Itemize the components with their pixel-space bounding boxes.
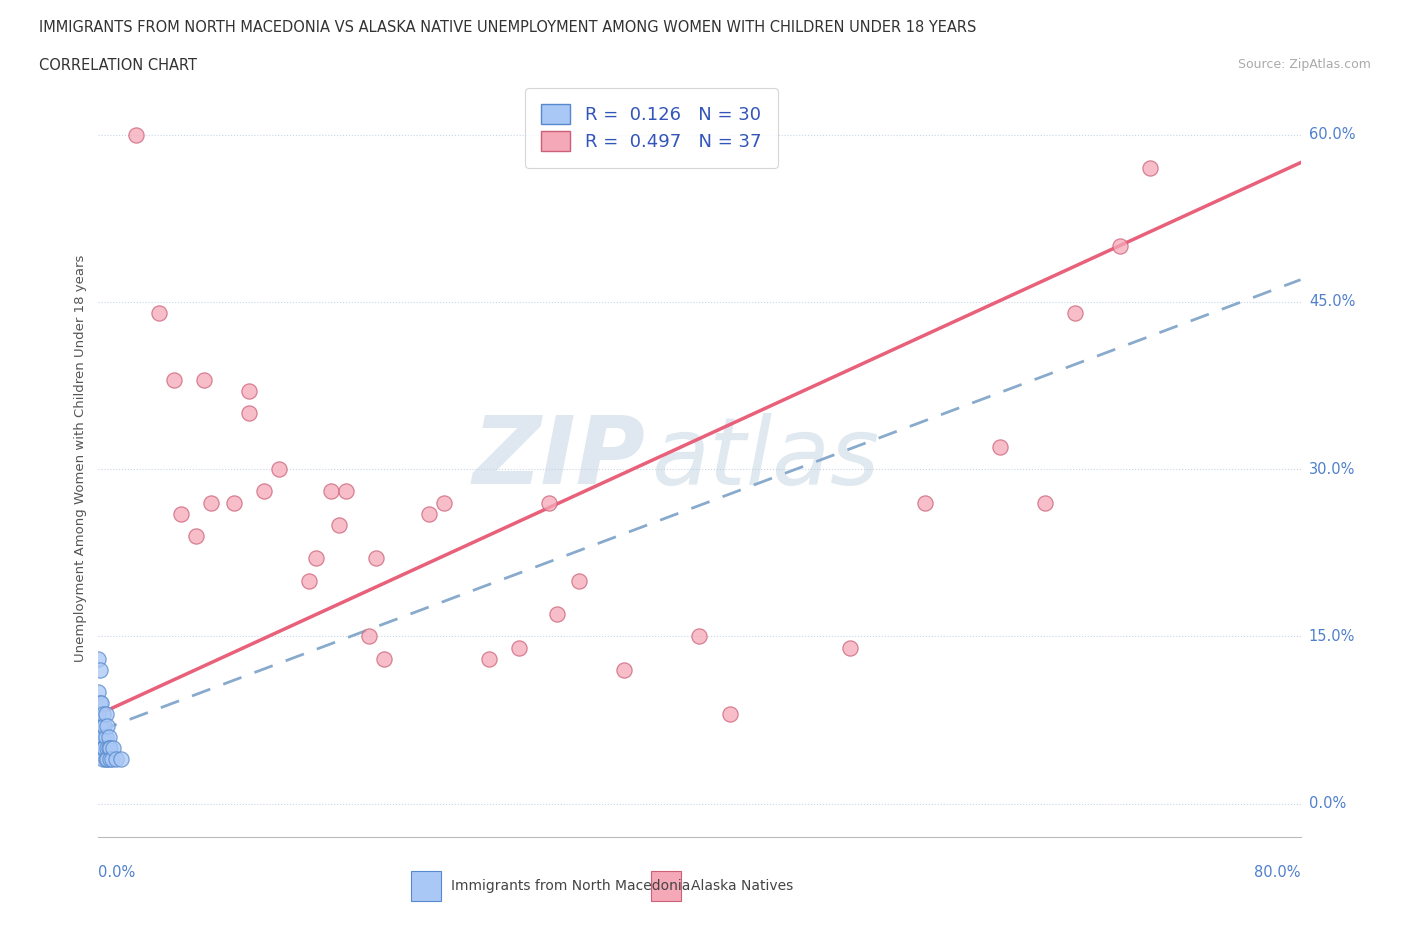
Point xyxy=(222,495,245,510)
Bar xyxy=(411,871,441,901)
Point xyxy=(568,573,591,588)
Point xyxy=(103,740,125,755)
Point xyxy=(93,740,115,755)
Point xyxy=(93,718,115,733)
Text: Alaska Natives: Alaska Natives xyxy=(692,879,793,894)
Point xyxy=(546,606,568,621)
Point xyxy=(418,506,440,521)
Point xyxy=(238,384,260,399)
Point xyxy=(89,662,111,677)
Point xyxy=(688,629,710,644)
Text: 80.0%: 80.0% xyxy=(1254,865,1301,880)
Point xyxy=(101,751,124,766)
Point xyxy=(89,696,111,711)
Point xyxy=(193,373,215,388)
Point xyxy=(90,696,112,711)
Point xyxy=(96,718,118,733)
Point xyxy=(298,573,321,588)
Point xyxy=(433,495,456,510)
Point xyxy=(478,651,501,666)
Bar xyxy=(651,871,682,901)
Point xyxy=(94,751,117,766)
Point xyxy=(366,551,388,565)
Point xyxy=(914,495,936,510)
Point xyxy=(184,528,207,543)
Point xyxy=(87,729,110,744)
Point xyxy=(1109,239,1132,254)
Point xyxy=(838,640,860,655)
Point xyxy=(321,484,343,498)
Point xyxy=(357,629,380,644)
Point xyxy=(335,484,357,498)
Point xyxy=(200,495,222,510)
Point xyxy=(94,707,117,722)
Point xyxy=(508,640,530,655)
Point xyxy=(89,729,111,744)
Point xyxy=(91,707,114,722)
Y-axis label: Unemployment Among Women with Children Under 18 years: Unemployment Among Women with Children U… xyxy=(75,254,87,662)
Point xyxy=(96,751,118,766)
Text: 15.0%: 15.0% xyxy=(1309,629,1355,644)
Text: IMMIGRANTS FROM NORTH MACEDONIA VS ALASKA NATIVE UNEMPLOYMENT AMONG WOMEN WITH C: IMMIGRANTS FROM NORTH MACEDONIA VS ALASK… xyxy=(39,20,977,35)
Point xyxy=(87,651,110,666)
Point xyxy=(100,740,122,755)
Point xyxy=(105,751,128,766)
Text: ZIP: ZIP xyxy=(472,412,645,504)
Point xyxy=(110,751,132,766)
Point xyxy=(988,440,1011,455)
Point xyxy=(238,406,260,421)
Point xyxy=(373,651,395,666)
Point xyxy=(267,461,290,476)
Point xyxy=(87,707,110,722)
Point xyxy=(253,484,276,498)
Text: atlas: atlas xyxy=(651,413,880,503)
Point xyxy=(96,740,118,755)
Point xyxy=(1139,161,1161,176)
Text: Source: ZipAtlas.com: Source: ZipAtlas.com xyxy=(1237,58,1371,71)
Point xyxy=(170,506,193,521)
Point xyxy=(91,740,114,755)
Text: CORRELATION CHART: CORRELATION CHART xyxy=(39,58,197,73)
Point xyxy=(90,740,112,755)
Point xyxy=(328,517,350,532)
Point xyxy=(97,729,120,744)
Text: 0.0%: 0.0% xyxy=(98,865,135,880)
Text: 0.0%: 0.0% xyxy=(1309,796,1346,811)
Point xyxy=(1064,306,1087,321)
Point xyxy=(87,684,110,699)
Point xyxy=(538,495,561,510)
Point xyxy=(162,373,184,388)
Text: 45.0%: 45.0% xyxy=(1309,295,1355,310)
Text: Immigrants from North Macedonia: Immigrants from North Macedonia xyxy=(451,879,690,894)
Point xyxy=(718,707,741,722)
Point xyxy=(125,127,148,142)
Text: 30.0%: 30.0% xyxy=(1309,461,1355,477)
Point xyxy=(90,718,112,733)
Point xyxy=(97,740,120,755)
Point xyxy=(94,729,117,744)
Point xyxy=(1033,495,1056,510)
Point xyxy=(148,306,170,321)
Point xyxy=(305,551,328,565)
Legend: R =  0.126   N = 30, R =  0.497   N = 37: R = 0.126 N = 30, R = 0.497 N = 37 xyxy=(526,88,778,167)
Point xyxy=(91,729,114,744)
Text: 60.0%: 60.0% xyxy=(1309,127,1355,142)
Point xyxy=(100,751,122,766)
Point xyxy=(613,662,636,677)
Point xyxy=(91,751,114,766)
